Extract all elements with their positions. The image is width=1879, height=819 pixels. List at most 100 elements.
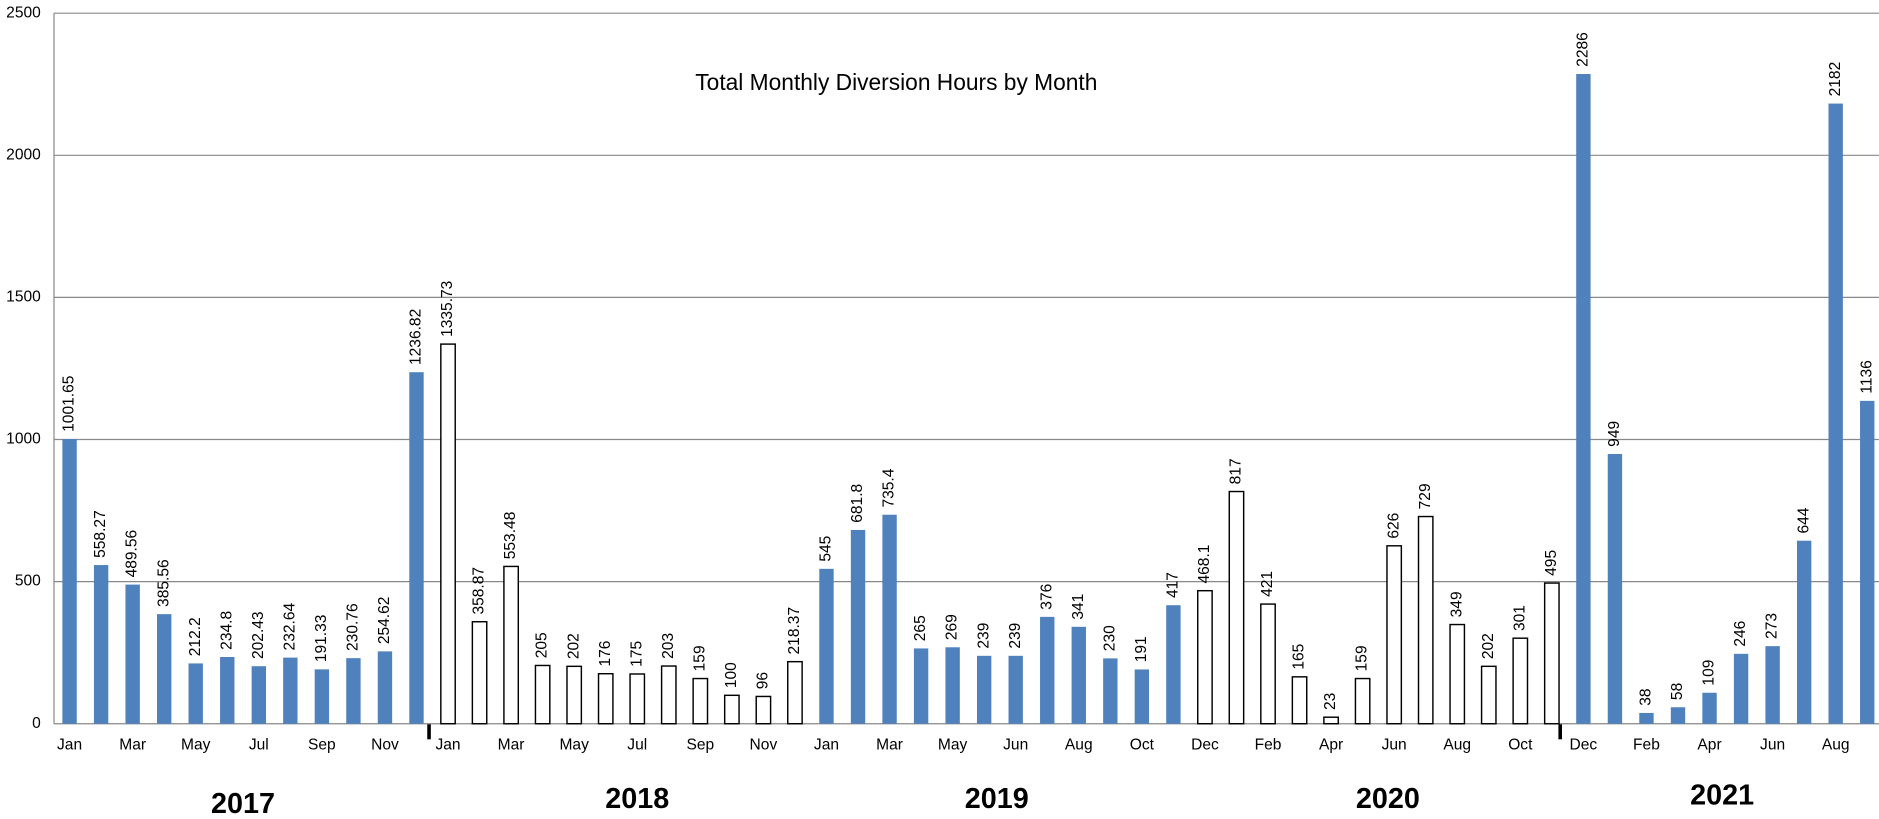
value-label: 234.8 [218, 611, 235, 650]
value-label: 681.8 [849, 484, 866, 523]
bar [945, 647, 960, 724]
bar [629, 673, 646, 725]
bar [850, 529, 866, 724]
value-label: 729 [1417, 483, 1434, 509]
bar [220, 657, 235, 724]
bar [188, 663, 203, 724]
value-label: 254.62 [376, 597, 393, 645]
bar [1103, 658, 1118, 724]
x-tick-label: Mar [119, 736, 146, 753]
value-label: 421 [1259, 571, 1276, 597]
x-tick-label: Apr [1319, 736, 1343, 753]
value-label: 176 [597, 641, 614, 667]
bar [251, 666, 266, 724]
value-label: 495 [1543, 550, 1560, 576]
y-tick-label: 1000 [6, 431, 41, 448]
x-tick-label: Feb [1633, 736, 1660, 753]
value-label: 23 [1322, 693, 1339, 710]
value-label: 202.43 [250, 611, 267, 659]
value-label: 301 [1511, 605, 1528, 631]
x-tick-label: Oct [1130, 736, 1155, 753]
value-label: 2182 [1827, 62, 1844, 97]
value-label: 1001.65 [61, 376, 78, 432]
x-tick-label: Sep [308, 736, 336, 753]
year-label: 2017 [211, 788, 275, 819]
x-tick-label: May [181, 736, 211, 753]
value-label: 191.33 [313, 615, 330, 663]
bar [1828, 103, 1843, 724]
x-tick-label: Dec [1570, 736, 1598, 753]
value-label: 349 [1448, 591, 1465, 617]
value-label: 38 [1638, 688, 1655, 705]
bar [1860, 400, 1875, 724]
bar [1166, 605, 1181, 724]
x-tick-label: Aug [1443, 736, 1471, 753]
bar [283, 657, 298, 724]
value-label: 100 [723, 662, 740, 688]
bar [1008, 655, 1023, 724]
value-label: 735.4 [881, 468, 898, 507]
value-label: 376 [1038, 584, 1055, 610]
value-label: 558.27 [92, 510, 109, 558]
y-tick-label: 500 [15, 573, 41, 590]
x-tick-label: Dec [1191, 736, 1219, 753]
bar [1670, 707, 1686, 724]
value-label: 203 [660, 633, 677, 659]
bar [597, 672, 614, 725]
bar [1354, 677, 1371, 725]
bar [440, 343, 456, 725]
bar [1733, 653, 1749, 724]
value-label: 239 [975, 623, 992, 649]
x-tick-label: Jan [435, 736, 460, 753]
x-tick-label: Jan [57, 736, 82, 753]
x-tick-label: May [938, 736, 968, 753]
value-label: 949 [1606, 421, 1623, 447]
chart-title: Total Monthly Diversion Hours by Month [695, 69, 1097, 95]
x-tick-label: Jun [1760, 736, 1785, 753]
x-tick-label: Jan [814, 736, 839, 753]
x-tick-label: Sep [686, 736, 714, 753]
bar [566, 665, 583, 725]
bar [1260, 603, 1276, 725]
value-label: 232.64 [281, 602, 298, 650]
bar [1765, 646, 1780, 724]
y-tick-label: 1500 [6, 289, 41, 306]
value-label: 58 [1669, 683, 1686, 700]
value-label: 341 [1070, 594, 1087, 620]
bar [1639, 712, 1654, 724]
bar [1417, 515, 1434, 725]
x-tick-label: May [559, 736, 589, 753]
bar [534, 664, 551, 725]
value-label: 1236.82 [408, 309, 425, 365]
value-label: 385.56 [155, 559, 172, 607]
value-label: 358.87 [471, 567, 488, 615]
value-label: 191 [1133, 636, 1150, 662]
value-label: 817 [1228, 458, 1245, 484]
bar [1449, 623, 1466, 725]
bar [346, 658, 361, 724]
value-label: 2286 [1574, 32, 1591, 67]
value-label: 159 [691, 645, 708, 671]
x-tick-label: Nov [371, 736, 399, 753]
bar [692, 677, 709, 725]
bar [1702, 692, 1717, 724]
year-label: 2020 [1356, 783, 1420, 815]
bar [125, 584, 140, 724]
value-label: 626 [1385, 513, 1402, 539]
bar [409, 372, 424, 724]
value-label: 212.2 [187, 617, 204, 656]
bar [377, 651, 393, 724]
bar [1228, 490, 1245, 725]
value-label: 269 [944, 614, 961, 640]
bar [819, 568, 834, 724]
value-label: 545 [818, 536, 835, 562]
value-label: 1136 [1858, 360, 1875, 393]
bar [913, 648, 929, 724]
value-label: 202 [1480, 633, 1497, 659]
bar [755, 695, 772, 725]
bar [660, 665, 677, 725]
bar [1071, 626, 1086, 724]
bar [1607, 454, 1623, 724]
value-label: 644 [1795, 507, 1812, 533]
x-tick-label: Nov [750, 736, 778, 753]
